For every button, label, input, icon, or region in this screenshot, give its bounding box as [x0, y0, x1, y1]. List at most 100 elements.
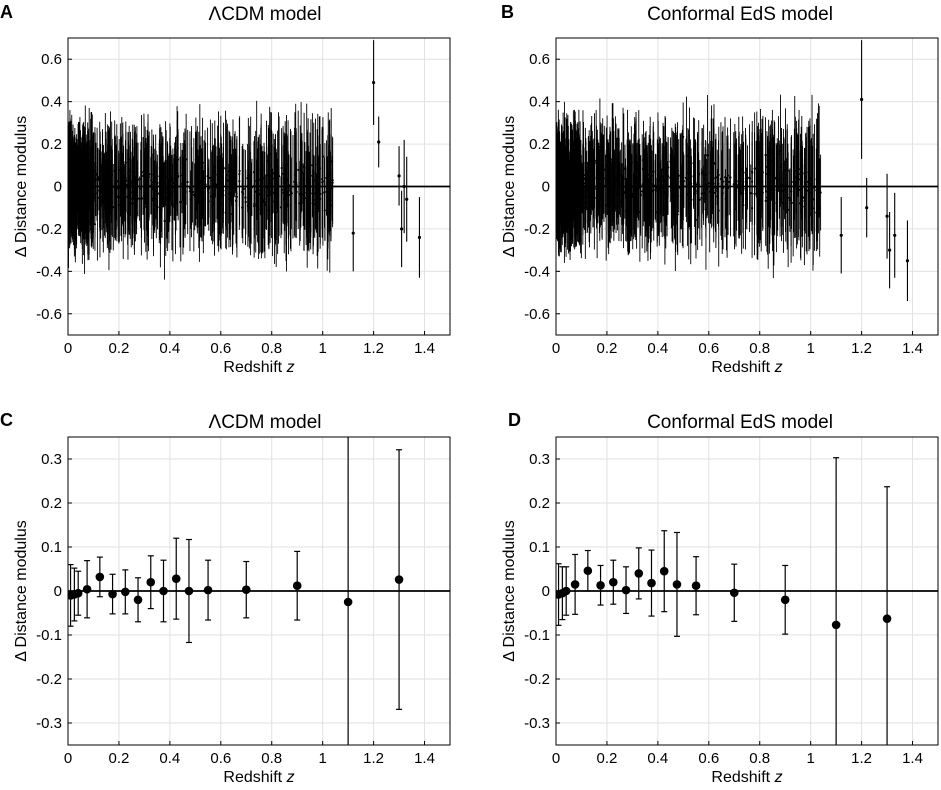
- data-point: [142, 169, 146, 173]
- data-point: [202, 186, 206, 190]
- data-point: [312, 179, 315, 182]
- data-point: [192, 193, 195, 196]
- data-point: [95, 172, 99, 175]
- data-point: [250, 186, 254, 189]
- data-point: [705, 187, 709, 190]
- data-point: [214, 183, 218, 186]
- panel-letter: C: [0, 410, 13, 430]
- data-point: [795, 181, 798, 184]
- data-point: [219, 189, 222, 192]
- data-point: [171, 574, 181, 583]
- data-point: [71, 184, 74, 187]
- data-point: [135, 180, 138, 183]
- x-tick-label: 1.4: [902, 340, 923, 357]
- x-tick-label: 1.2: [851, 340, 872, 357]
- data-point: [703, 177, 707, 180]
- data-point: [799, 172, 802, 176]
- data-point: [224, 167, 227, 170]
- data-point: [82, 584, 92, 594]
- data-point: [276, 191, 279, 194]
- data-point: [865, 206, 869, 210]
- x-axis-label: Redshift z: [223, 359, 294, 376]
- panel-d: D Conformal EdS model 0 0.2 0.4 0.6 0.8 1 1.2 1…: [470, 395, 941, 790]
- data-point: [152, 199, 155, 202]
- x-tick-label: 0.6: [210, 340, 231, 357]
- x-tick-label: 0: [64, 750, 72, 767]
- data-point: [100, 169, 104, 172]
- data-point: [257, 162, 260, 165]
- x-tick-label: 0: [552, 750, 560, 767]
- data-point: [123, 199, 127, 202]
- data-point: [734, 174, 737, 178]
- data-point: [570, 580, 580, 589]
- data-point: [83, 197, 87, 200]
- y-axis-label: Δ Distance modulus: [501, 520, 518, 661]
- x-tick-label: 0.6: [698, 340, 719, 357]
- data-point: [656, 211, 659, 214]
- x-tick-label: 0.8: [261, 340, 282, 357]
- x-tick-label: 1.2: [363, 750, 384, 767]
- data-point: [661, 168, 665, 171]
- data-point: [203, 585, 213, 595]
- data-point: [634, 160, 638, 164]
- data-point: [261, 200, 265, 203]
- data-point: [562, 189, 565, 192]
- data-point: [706, 154, 709, 157]
- x-tick-label: 0: [64, 340, 72, 357]
- data-point: [788, 199, 792, 202]
- data-point: [717, 209, 720, 212]
- y-tick-label: 0.4: [529, 94, 550, 111]
- data-point: [647, 578, 656, 588]
- y-tick-label: 0.4: [41, 94, 62, 111]
- data-point: [197, 188, 200, 192]
- chart-title: ΛCDM model: [208, 412, 322, 433]
- data-point: [764, 153, 767, 157]
- y-tick-label: 0.2: [41, 136, 62, 153]
- data-point: [601, 167, 604, 170]
- data-point: [697, 173, 700, 176]
- y-tick-label: 0.3: [41, 451, 62, 468]
- data-point: [646, 180, 650, 184]
- x-tick-label: 1.2: [851, 750, 872, 767]
- data-point: [659, 566, 669, 576]
- data-point: [576, 178, 580, 181]
- data-point: [165, 188, 168, 191]
- data-point: [584, 179, 587, 182]
- data-point: [807, 180, 810, 184]
- data-point: [171, 189, 174, 192]
- data-point: [644, 188, 647, 191]
- data-point: [624, 177, 627, 180]
- data-point: [579, 196, 583, 199]
- data-point: [663, 208, 666, 211]
- data-point: [234, 199, 238, 202]
- data-point: [138, 197, 141, 200]
- data-point: [119, 185, 122, 188]
- data-point: [793, 182, 796, 186]
- data-point: [682, 135, 685, 138]
- data-point: [74, 173, 77, 176]
- x-axis-label: Redshift z: [711, 769, 782, 786]
- data-point: [831, 620, 841, 630]
- y-tick-label: 0.2: [529, 136, 550, 153]
- data-point: [227, 170, 231, 173]
- data-point: [289, 184, 292, 187]
- data-point: [571, 185, 574, 188]
- chart-canvas: 0 0.2 0.4 0.6 0.8 1 1.2 1.4 0.3 0.2 0.1 0 -0.1 -0.2 -0…: [501, 436, 939, 786]
- y-tick-label: -0.1: [524, 627, 550, 644]
- data-point: [745, 197, 748, 200]
- data-point: [767, 213, 770, 216]
- data-point: [606, 181, 609, 184]
- data-point: [596, 190, 599, 194]
- data-point: [269, 193, 272, 196]
- data-point: [291, 185, 295, 188]
- data-point: [93, 223, 97, 226]
- data-point: [591, 170, 594, 173]
- data-point: [405, 197, 409, 201]
- data-point: [126, 186, 129, 190]
- data-point: [181, 193, 185, 196]
- data-point: [726, 174, 730, 177]
- data-point: [221, 189, 225, 192]
- x-tick-label: 0.6: [698, 750, 719, 767]
- data-point: [184, 586, 194, 596]
- data-point: [581, 200, 584, 203]
